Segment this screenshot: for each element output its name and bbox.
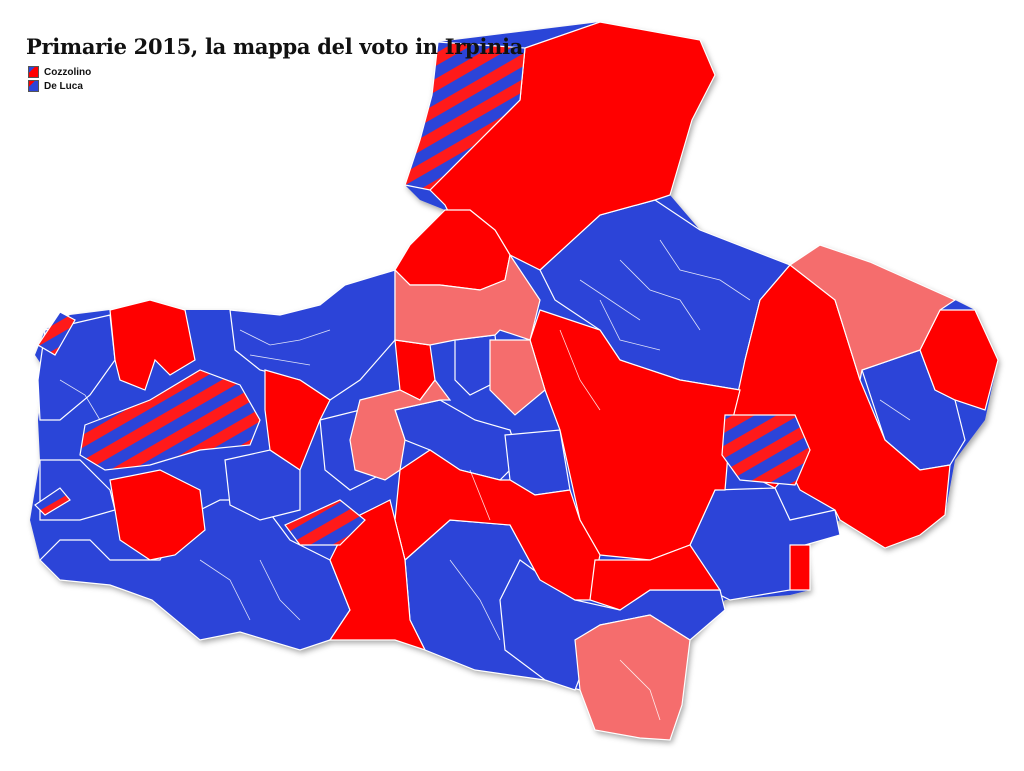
region-tie-west-big [79,369,261,471]
legend-item-de-luca: De Luca [28,79,91,93]
region-blue-midwest [229,269,396,401]
region-red-center [394,449,601,601]
map-title: Primarie 2015, la mappa del voto in Irpi… [26,34,524,59]
region-tie-east [721,414,811,486]
legend-swatch-de-luca [28,80,39,92]
region-lightred-center [394,253,541,346]
region-red-south-small [789,544,811,591]
region-lightred-center2 [489,339,546,416]
region-red-east-corner [919,309,999,411]
region-lightred-westcenter [349,379,452,481]
region-red-west3 [109,469,206,561]
region-red-mid-strip [264,369,331,471]
region-red-center-east [529,309,741,561]
region-lightred-south [574,614,691,741]
tie-regions [34,41,811,546]
legend-label-de-luca: De Luca [44,80,83,92]
legend-swatch-cozzolino [28,66,39,78]
region-red-southwest-mid [328,499,427,652]
legend: Cozzolino De Luca [28,65,91,93]
legend-item-cozzolino: Cozzolino [28,65,91,79]
region-tie-west-small2 [34,487,71,516]
region-tie-north [404,41,526,191]
municipal-borders [59,239,911,721]
light-red-regions [349,244,957,741]
region-lightred-east [788,244,957,381]
region-tie-west-small [37,311,76,356]
region-tie-mid [284,499,366,546]
legend-label-cozzolino: Cozzolino [44,66,92,78]
region-red-westmid [109,299,196,391]
region-red-southmid [589,544,722,611]
